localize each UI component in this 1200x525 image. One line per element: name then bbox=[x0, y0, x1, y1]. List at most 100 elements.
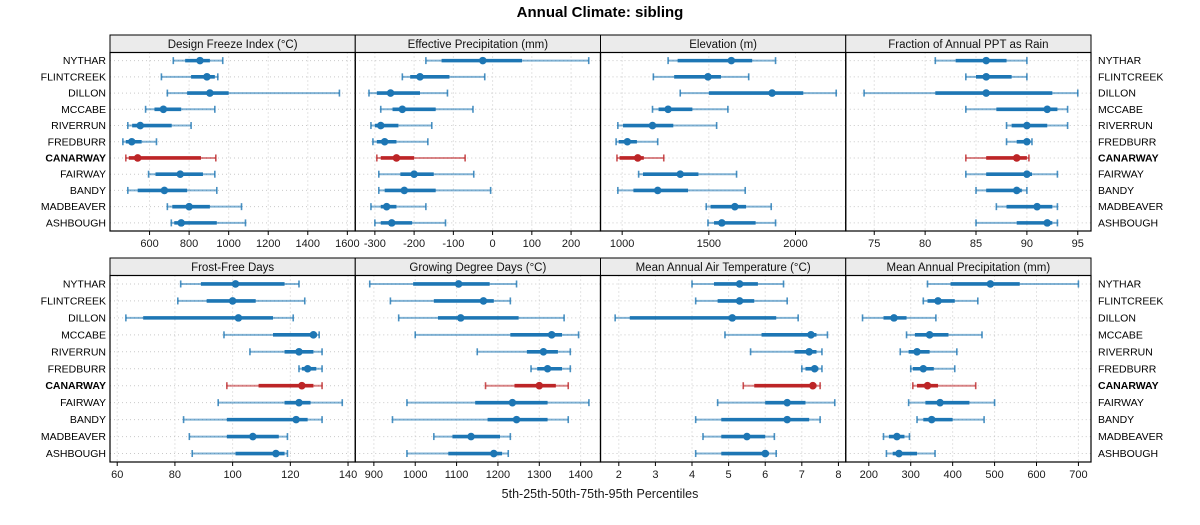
median-dot bbox=[913, 347, 921, 356]
panel-title: Fraction of Annual PPT as Rain bbox=[888, 39, 1048, 51]
median-dot bbox=[982, 73, 990, 81]
median-dot bbox=[934, 297, 942, 305]
median-dot bbox=[228, 297, 237, 305]
median-dot bbox=[768, 89, 776, 97]
median-dot bbox=[309, 331, 318, 339]
percentile-row-flintcreek bbox=[389, 297, 512, 305]
median-dot bbox=[727, 56, 736, 65]
percentile-row-fredburr bbox=[530, 364, 572, 373]
percentile-row-mccabe bbox=[414, 331, 580, 339]
median-dot bbox=[982, 89, 990, 97]
station-label-right-mccabe: MCCABE bbox=[1098, 104, 1143, 116]
percentile-row-fairway bbox=[406, 398, 590, 407]
median-dot bbox=[400, 186, 409, 195]
panel-elevation-m: Elevation (m) 1000 1500 2000 bbox=[599, 34, 847, 250]
median-dot bbox=[982, 56, 990, 65]
percentile-row-madbeaver bbox=[702, 432, 776, 441]
panel-design-freeze-index-c: Design Freeze Index (°C) 600 800 1000 1200 14… bbox=[109, 34, 360, 250]
percentile-row-canarway bbox=[742, 381, 821, 390]
median-dot bbox=[986, 280, 995, 288]
median-dot bbox=[623, 137, 632, 146]
percentile-row-dillon bbox=[397, 314, 565, 322]
median-dot bbox=[809, 381, 817, 390]
axis-tick-label: 8 bbox=[835, 469, 841, 481]
median-dot bbox=[664, 105, 672, 114]
median-dot bbox=[743, 432, 751, 441]
median-dot bbox=[676, 170, 685, 179]
axis-tick-label: 85 bbox=[970, 238, 982, 250]
percentile-row-fairway bbox=[217, 398, 344, 407]
median-dot bbox=[936, 398, 944, 407]
median-dot bbox=[927, 415, 936, 424]
median-dot bbox=[539, 347, 548, 356]
percentile-row-flintcreek bbox=[401, 73, 486, 81]
median-dot bbox=[303, 364, 312, 373]
median-dot bbox=[398, 105, 407, 114]
axis-tick-label: 1200 bbox=[256, 238, 280, 250]
station-label-left-bandy: BANDY bbox=[70, 414, 106, 426]
station-label-left-canarway: CANARWAY bbox=[45, 152, 106, 164]
station-label-left-dillon: DILLON bbox=[68, 312, 106, 324]
percentile-row-canarway bbox=[616, 154, 665, 162]
axis-tick-label: 1000 bbox=[216, 238, 240, 250]
percentile-row-ashbough bbox=[694, 449, 778, 458]
station-label-right-canarway: CANARWAY bbox=[1098, 380, 1159, 392]
station-label-left-ashbough: ASHBOUGH bbox=[46, 448, 106, 460]
median-dot bbox=[196, 56, 204, 65]
median-dot bbox=[735, 280, 744, 288]
percentile-row-ashbough bbox=[707, 219, 777, 227]
axis-tick-label: 80 bbox=[919, 238, 931, 250]
percentile-row-fredburr bbox=[1005, 137, 1033, 146]
median-dot bbox=[416, 73, 424, 81]
percentile-row-bandy bbox=[182, 415, 323, 424]
percentile-row-dillon bbox=[368, 89, 449, 97]
axis-tick-label: 1000 bbox=[403, 469, 427, 481]
station-label-right-canarway: CANARWAY bbox=[1098, 152, 1159, 164]
percentile-row-riverrun bbox=[370, 121, 433, 130]
station-label-left-fairway: FAIRWAY bbox=[60, 397, 106, 409]
percentile-row-dillon bbox=[863, 89, 1079, 97]
percentile-row-fredburr bbox=[372, 137, 429, 146]
percentile-row-flintcreek bbox=[652, 73, 750, 81]
station-label-left-madbeaver: MADBEAVER bbox=[41, 431, 107, 443]
median-dot bbox=[159, 105, 168, 114]
station-label-right-fredburr: FREDBURR bbox=[1098, 363, 1157, 375]
percentile-row-madbeaver bbox=[882, 432, 911, 441]
median-dot bbox=[1043, 105, 1052, 114]
median-dot bbox=[508, 398, 517, 407]
station-label-right-riverrun: RIVERRUN bbox=[1098, 120, 1153, 132]
median-dot bbox=[386, 89, 395, 97]
station-label-left-ashbough: ASHBOUGH bbox=[46, 217, 106, 229]
axis-tick-label: 400 bbox=[943, 469, 961, 481]
median-dot bbox=[718, 219, 726, 227]
median-dot bbox=[1023, 137, 1031, 146]
median-dot bbox=[1023, 121, 1031, 130]
percentile-row-fredburr bbox=[298, 364, 323, 373]
median-dot bbox=[456, 314, 465, 322]
percentile-row-mccabe bbox=[223, 331, 320, 339]
station-label-right-ashbough: ASHBOUGH bbox=[1098, 448, 1158, 460]
panel-fraction-of-annual-ppt-as-rain: Fraction of Annual PPT as Rain 75 80 85 90 95 bbox=[845, 34, 1092, 250]
median-dot bbox=[1012, 186, 1021, 195]
percentile-row-canarway bbox=[484, 381, 570, 390]
median-dot bbox=[731, 202, 739, 211]
percentile-row-canarway bbox=[125, 154, 217, 162]
station-label-left-fredburr: FREDBURR bbox=[48, 136, 107, 148]
median-dot bbox=[633, 154, 642, 162]
panel-title: Frost-Free Days bbox=[191, 262, 274, 274]
x-axis-caption: 5th-25th-50th-75th-95th Percentiles bbox=[501, 487, 699, 501]
percentile-row-canarway bbox=[965, 154, 1030, 162]
panel-effective-precipitation-mm: Effective Precipitation (mm) -300 -200 -100… bbox=[354, 34, 602, 250]
median-dot bbox=[807, 331, 815, 339]
station-label-left-dillon: DILLON bbox=[68, 88, 106, 100]
axis-tick-label: 0 bbox=[490, 238, 496, 250]
station-label-right-nythar: NYTHAR bbox=[1098, 55, 1142, 67]
station-label-left-madbeaver: MADBEAVER bbox=[41, 201, 107, 213]
station-label-right-fairway: FAIRWAY bbox=[1098, 397, 1144, 409]
median-dot bbox=[479, 297, 488, 305]
median-dot bbox=[704, 73, 712, 81]
median-dot bbox=[810, 364, 819, 373]
percentile-row-ashbough bbox=[885, 449, 936, 458]
percentile-row-canarway bbox=[912, 381, 977, 390]
